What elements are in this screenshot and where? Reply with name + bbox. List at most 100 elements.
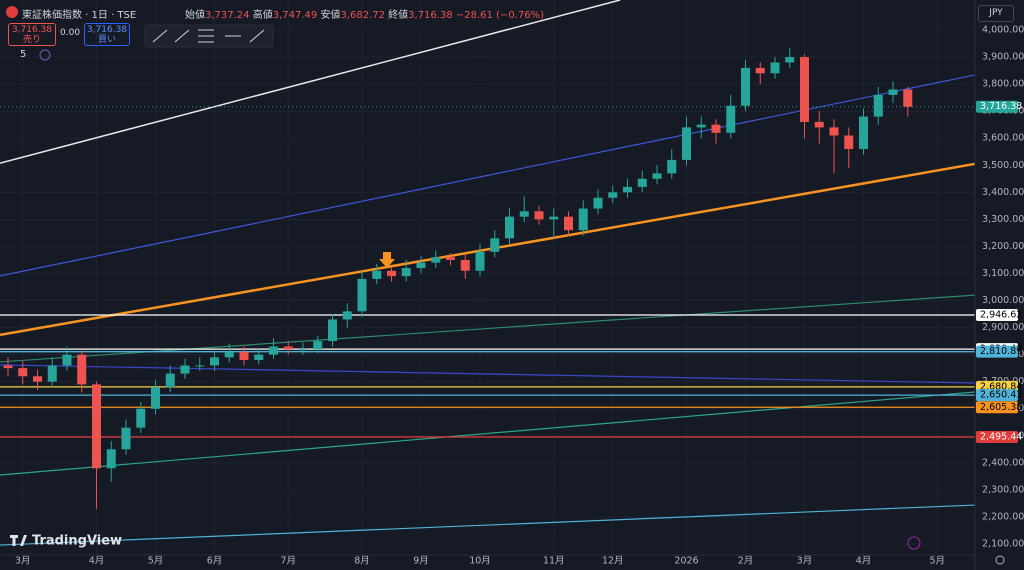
candle-body <box>106 449 116 469</box>
candle-body <box>814 121 824 128</box>
candle-body <box>667 159 677 174</box>
spread: 0.00 <box>60 28 81 38</box>
y-tick-label: 3,000.00 <box>982 295 1024 306</box>
candle-body <box>92 384 101 469</box>
toolbar[interactable] <box>144 24 274 48</box>
drawings <box>0 0 975 546</box>
change: −28.61 (−0.76%) <box>455 10 545 21</box>
currency-button[interactable]: JPY <box>978 5 1014 22</box>
candle-body <box>165 373 175 388</box>
y-tick-label: 3,900.00 <box>982 52 1024 63</box>
candle-body <box>18 368 28 377</box>
candle-body <box>726 105 736 133</box>
y-tick-label: 2,200.00 <box>982 511 1024 522</box>
level-label: 2,680.84 <box>980 381 1022 392</box>
y-tick-label: 3,800.00 <box>982 79 1024 90</box>
price: 3,716.38 <box>86 25 128 35</box>
level-tag <box>976 401 1018 414</box>
x-tick-label: 2月 <box>738 556 754 567</box>
candle-body <box>800 57 809 122</box>
candle-body <box>254 354 264 361</box>
ohlc: 始値3,737.24 高値3,747.49 安値3,682.72 終値3,716… <box>185 6 544 21</box>
candle-body <box>549 216 559 220</box>
symbol: 東証株価指数 · 1日 · TSE <box>22 10 137 21</box>
candle-body <box>283 346 293 350</box>
candle-body <box>416 262 426 269</box>
candle-body <box>62 354 72 366</box>
candle-body <box>785 57 795 63</box>
x-tick-label: 5月 <box>148 556 164 567</box>
logo: TradingView <box>10 534 122 549</box>
candle-body <box>328 319 337 342</box>
trend-line <box>0 391 975 476</box>
candle-body <box>873 94 883 117</box>
candle-body <box>623 186 632 193</box>
sell-button[interactable]: 3,716.38 売り <box>8 23 56 46</box>
level-label: 2,946.62 <box>980 309 1022 320</box>
x-tick-label: 11月 <box>543 556 565 567</box>
x-tick-label: 9月 <box>413 556 429 567</box>
candle-body <box>431 257 441 263</box>
trend-line <box>0 74 975 277</box>
logo-mark <box>10 535 27 546</box>
candle-body <box>269 346 278 355</box>
candle-body <box>844 135 854 150</box>
candle-body <box>490 238 500 252</box>
candle-body <box>47 365 57 382</box>
grid <box>0 0 975 555</box>
value: 3,716.38 <box>408 10 453 21</box>
candle-body <box>637 178 647 187</box>
level-label: 2,605.38 <box>980 402 1022 413</box>
brand: TradingView <box>32 534 122 549</box>
trend-line <box>0 504 975 546</box>
y-tick-label: 3,600.00 <box>982 133 1024 144</box>
candle-body <box>682 127 691 160</box>
value: 3,682.72 <box>340 10 385 21</box>
level-label: 2,650.43 <box>980 390 1022 401</box>
x-tick-label: 8月 <box>354 556 370 567</box>
level-tag <box>976 389 1018 402</box>
candle-body <box>755 67 765 74</box>
candle-body <box>608 192 618 198</box>
candle-body <box>888 89 898 95</box>
x-tick-label: 4月 <box>856 556 872 567</box>
candle-body <box>77 354 87 385</box>
candles <box>3 47 913 509</box>
candle-body <box>33 376 42 382</box>
y-tick-label: 2,300.00 <box>982 484 1024 495</box>
settings-icon[interactable] <box>995 555 1005 565</box>
y-tick-label: 2,900.00 <box>982 322 1024 333</box>
level-label: 2,495.44 <box>980 432 1022 443</box>
candle-body <box>387 270 396 277</box>
candle-body <box>342 311 352 320</box>
x-tick-label: 6月 <box>207 556 223 567</box>
candle-body <box>136 408 146 428</box>
candle-body <box>829 127 839 136</box>
label: 売り <box>22 35 41 45</box>
trend-line <box>0 364 975 384</box>
lightning-icon[interactable] <box>907 536 921 550</box>
indicator-count[interactable]: 5 <box>20 49 27 60</box>
x-tick-label: 10月 <box>469 556 491 567</box>
candle-body <box>239 351 249 361</box>
label: 高値 <box>252 10 273 21</box>
buy-button[interactable]: 3,716.38 買い <box>84 23 130 46</box>
candle-body <box>475 251 485 271</box>
last-price-label: 3,716.38 <box>980 101 1022 112</box>
value: 3,747.49 <box>272 10 318 21</box>
label: 終値 <box>388 10 409 21</box>
candle-body <box>859 116 868 150</box>
value: 3,737.24 <box>205 10 250 21</box>
candle-body <box>210 357 219 366</box>
y-tick-label: 2,400.00 <box>982 457 1024 468</box>
y-tick-label: 3,100.00 <box>982 268 1024 279</box>
candle-body <box>711 124 721 133</box>
indicator-icon[interactable] <box>39 49 51 61</box>
axis: 2,100.002,200.002,300.002,400.002,500.00… <box>15 25 1024 567</box>
candle-body <box>401 268 411 277</box>
trend-line <box>0 162 975 337</box>
candle-body <box>741 67 750 106</box>
level-label: 2,810.89 <box>980 346 1022 357</box>
symbol-icon <box>6 6 18 18</box>
candle-body <box>298 349 308 351</box>
